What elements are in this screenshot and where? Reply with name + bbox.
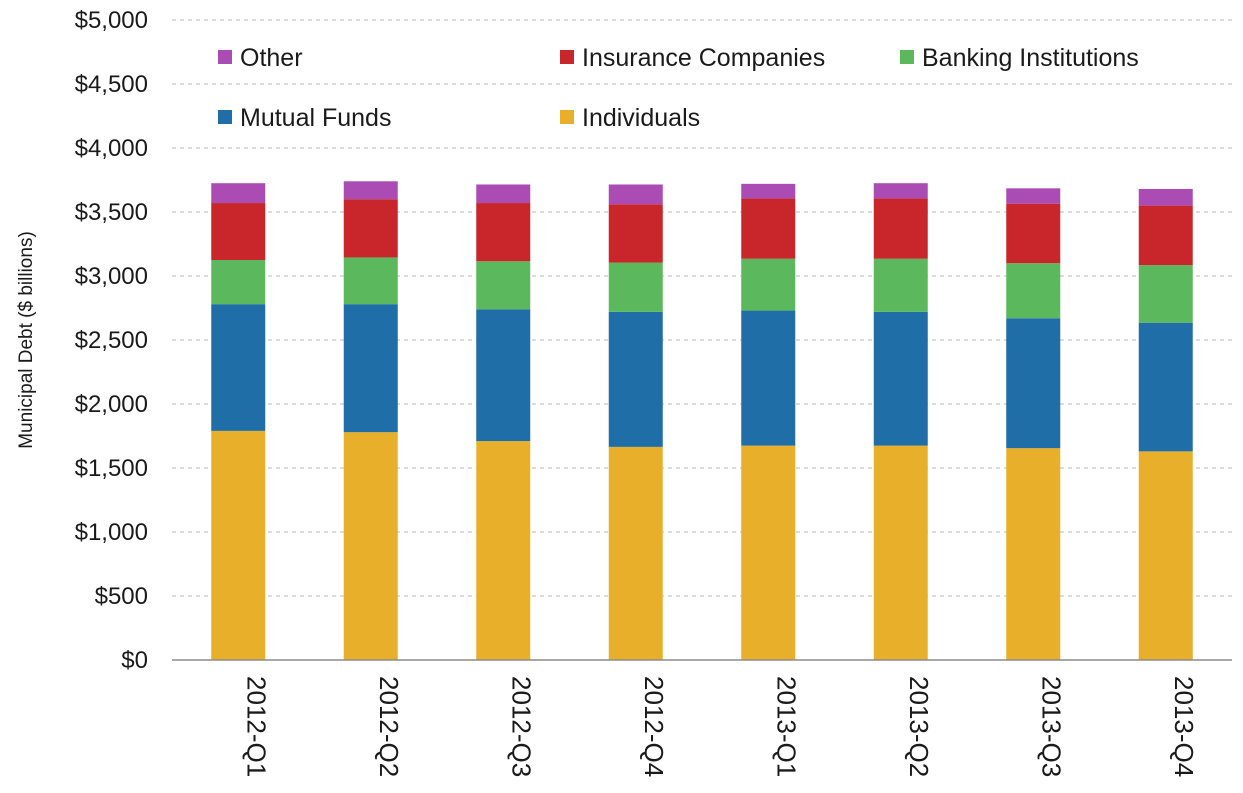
bar-segment	[1139, 323, 1193, 452]
bar-segment	[211, 203, 265, 260]
x-tick-label: 2012-Q2	[374, 676, 404, 777]
legend-label: Other	[240, 44, 303, 72]
bar-segment	[741, 446, 795, 660]
bar-segment	[741, 199, 795, 259]
bar-segment	[1139, 451, 1193, 660]
bar-segment	[211, 304, 265, 431]
bar-segment	[344, 304, 398, 432]
bar-segment	[1006, 318, 1060, 448]
bar-segment	[476, 261, 530, 309]
bar-segment	[874, 183, 928, 198]
y-tick-label: $4,000	[75, 135, 148, 162]
y-tick-label: $5,000	[75, 7, 148, 34]
y-tick-label: $3,000	[75, 263, 148, 290]
x-tick-label: 2013-Q3	[1036, 676, 1066, 777]
x-tick-label: 2012-Q3	[506, 676, 536, 777]
bar-segment	[1006, 204, 1060, 264]
legend-swatch	[560, 50, 574, 64]
bar-segment	[874, 199, 928, 259]
legend: Other Insurance Companies Banking Institut…	[218, 44, 1139, 132]
legend-swatch	[218, 110, 232, 124]
y-tick-label: $3,500	[75, 199, 148, 226]
legend-swatch	[900, 50, 914, 64]
legend-label: Mutual Funds	[240, 104, 391, 132]
y-tick-label: $2,500	[75, 327, 148, 354]
bar-segment	[476, 203, 530, 261]
legend-label: Insurance Companies	[582, 44, 825, 72]
bar-segment	[1006, 263, 1060, 318]
x-tick-label: 2013-Q1	[771, 676, 801, 777]
bar-segment	[874, 259, 928, 312]
x-tick-label: 2012-Q4	[639, 676, 669, 777]
bar-segment	[1139, 206, 1193, 266]
bar-segment	[741, 184, 795, 199]
y-tick-label: $2,000	[75, 391, 148, 418]
bar-segment	[741, 259, 795, 311]
bar-segment	[211, 260, 265, 304]
bars	[211, 181, 1193, 660]
legend-label: Banking Institutions	[922, 44, 1139, 72]
bar-segment	[609, 184, 663, 204]
y-tick-label: $0	[121, 647, 148, 674]
bar-segment	[609, 312, 663, 447]
bar-segment	[874, 312, 928, 446]
legend-label: Individuals	[582, 104, 700, 132]
y-tick-label: $4,500	[75, 71, 148, 98]
bar-segment	[1139, 189, 1193, 206]
bar-segment	[609, 447, 663, 660]
bar-segment	[476, 309, 530, 441]
legend-swatch	[560, 110, 574, 124]
bar-segment	[476, 441, 530, 660]
bar-segment	[344, 432, 398, 660]
bar-segment	[874, 446, 928, 660]
bar-segment	[344, 257, 398, 304]
bar-segment	[1006, 188, 1060, 203]
bar-segment	[344, 199, 398, 257]
bar-segment	[211, 183, 265, 203]
bar-segment	[344, 181, 398, 199]
x-tick-label: 2012-Q1	[241, 676, 271, 777]
bar-segment	[1139, 265, 1193, 323]
bar-segment	[211, 431, 265, 660]
bar-segment	[476, 184, 530, 203]
y-tick-label: $1,000	[75, 519, 148, 546]
bar-segment	[609, 263, 663, 312]
x-tick-label: 2013-Q2	[904, 676, 934, 777]
bar-segment	[741, 311, 795, 446]
y-axis-title: Municipal Debt ($ billions)	[16, 231, 37, 449]
x-tick-label: 2013-Q4	[1169, 676, 1199, 777]
bar-segment	[609, 204, 663, 262]
bar-segment	[1006, 448, 1060, 660]
legend-swatch	[218, 50, 232, 64]
y-tick-label: $1,500	[75, 455, 148, 482]
y-tick-label: $500	[95, 583, 148, 610]
